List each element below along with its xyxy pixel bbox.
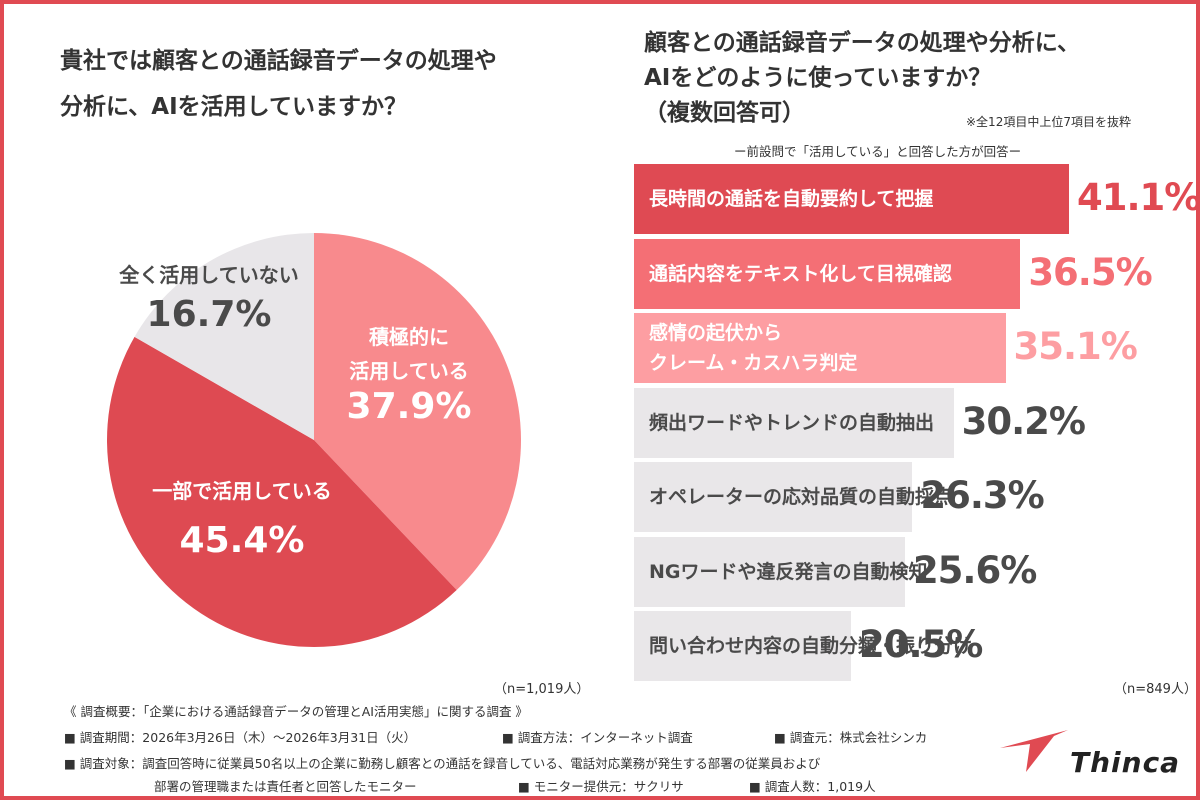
bar-3 — [634, 313, 1006, 383]
bar-value-2: 36.5% — [1028, 250, 1152, 294]
bar-sample-size: （n=849人） — [1114, 682, 1197, 697]
pie-title-line-2: 分析に、AIを活用していますか？ — [60, 94, 407, 120]
survey-summary: 《 調査概要：「企業における通話録音データの管理とAI活用実態」に関する調査 》 — [64, 704, 528, 719]
survey-target-cont: 部署の管理職または責任者と回答したモニター — [154, 779, 417, 794]
bar-label-3: 感情の起伏から クレーム・カスハラ判定 — [649, 322, 858, 374]
thinca-logo-text: Thinca — [1070, 746, 1181, 779]
pie-slice-value-1: 37.9% — [347, 386, 472, 427]
bar-7 — [634, 611, 851, 681]
pie-slice-label-1: 積極的に — [369, 325, 449, 349]
bar-value-1: 41.1% — [1077, 176, 1200, 219]
survey-period: ■ 調査期間：2026年3月26日（木）～2026年3月31日（火） — [64, 730, 417, 745]
survey-monitor: ■ モニター提供元：サクリサ — [518, 779, 684, 794]
bar-title-line-3: （複数回答可） — [644, 100, 805, 126]
bar-label-5: オペレーターの応対品質の自動採点 — [649, 486, 954, 508]
bar-value-3: 35.1% — [1013, 325, 1137, 368]
bar-label-7: 問い合わせ内容の自動分類・振り分け — [649, 635, 973, 657]
bar-value-7: 20.5% — [858, 623, 983, 666]
bar-chart-title: 顧客との通話録音データの処理や分析に、 AIをどのように使っていますか？ （複数… — [644, 26, 1184, 131]
pie-chart-title: 貴社では顧客との通話録音データの処理や 分析に、AIを活用していますか？ — [60, 38, 600, 130]
bar-value-4: 30.2% — [961, 399, 1086, 443]
bar-label-2: 通話内容をテキスト化して目視確認 — [649, 262, 952, 285]
pie-slice-value-3: 16.7% — [147, 294, 272, 335]
pie-slice-label-3: 全く活用していない — [118, 263, 298, 287]
bar-title-line-2: AIをどのように使っていますか？ — [644, 65, 992, 91]
pie-slice-2 — [107, 336, 457, 647]
bar-label-1: 長時間の通話を自動要約して把握 — [649, 188, 934, 210]
bar-label-4: 頻出ワードやトレンドの自動抽出 — [649, 411, 935, 434]
thinca-logo-icon — [1000, 730, 1068, 772]
bar-1 — [634, 164, 1069, 234]
pie-sample-size: （n=1,019人） — [494, 682, 590, 697]
survey-count: ■ 調査人数：1,019人 — [749, 779, 876, 794]
bar-chart-subtitle: ー前設問で「活用している」と回答した方が回答ー — [734, 144, 1022, 159]
pie-slice-1 — [314, 233, 522, 590]
pie-slice-3 — [134, 233, 314, 440]
survey-method: ■ 調査方法：インターネット調査 — [502, 730, 693, 745]
bar-2 — [634, 238, 1021, 309]
bar-chart-note: ※全12項目中上位7項目を抜粋 — [966, 115, 1131, 129]
survey-source: ■ 調査元：株式会社シンカ — [774, 730, 928, 745]
bar-6 — [634, 536, 905, 607]
bar-5 — [634, 462, 913, 532]
bar-value-6: 25.6% — [912, 548, 1037, 592]
bar-4 — [634, 387, 954, 458]
pie-slice-label-1: 活用している — [349, 359, 468, 383]
bar-label-6: NGワードや違反発言の自動検知 — [649, 560, 928, 583]
pie-slice-label-2: 一部で活用している — [152, 479, 331, 503]
bar-title-line-1: 顧客との通話録音データの処理や分析に、 — [644, 30, 1081, 56]
bar-value-5: 26.3% — [920, 474, 1044, 517]
pie-slice-value-2: 45.4% — [180, 520, 305, 561]
survey-target: ■ 調査対象：調査回答時に従業員50名以上の企業に勤務し顧客との通話を録音してい… — [64, 756, 821, 771]
pie-title-line-1: 貴社では顧客との通話録音データの処理や — [60, 48, 497, 74]
